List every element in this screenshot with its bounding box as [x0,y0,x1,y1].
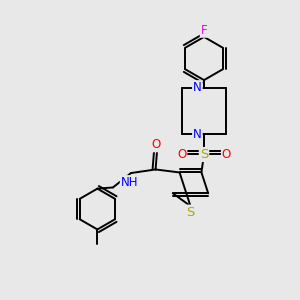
Text: F: F [201,24,207,37]
Text: O: O [222,148,231,161]
Text: S: S [200,148,208,161]
Text: O: O [151,138,160,152]
Text: N: N [193,81,202,94]
Text: NH: NH [121,176,138,189]
Text: O: O [177,148,186,161]
Text: N: N [193,128,202,141]
Text: S: S [186,206,195,219]
